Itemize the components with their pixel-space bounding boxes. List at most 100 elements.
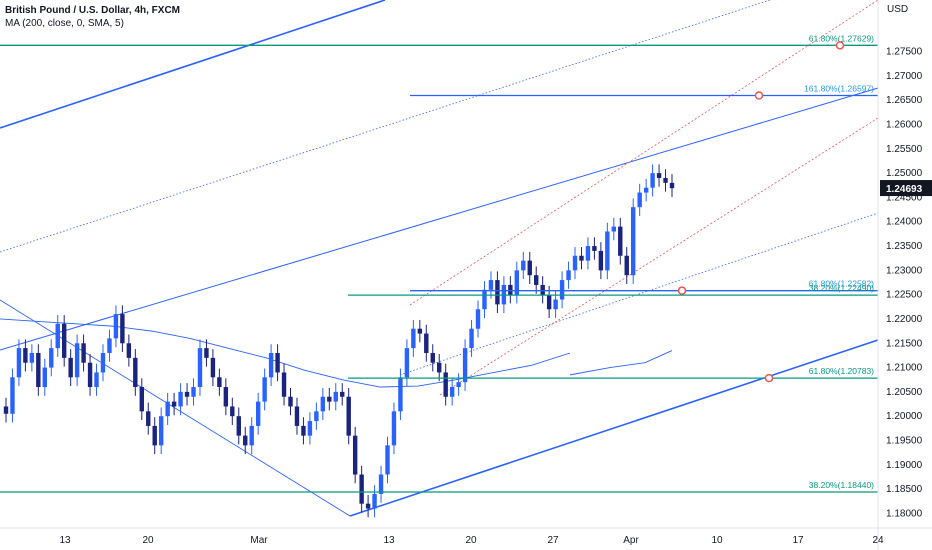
candle-body: [404, 348, 410, 378]
candle-body: [527, 260, 532, 276]
price-tick-label: 1.23500: [886, 241, 923, 252]
candle-body: [314, 411, 319, 422]
candle-body: [36, 352, 41, 388]
candle-body: [74, 343, 80, 378]
candle-body: [217, 377, 222, 388]
candle-body: [126, 343, 132, 358]
candle-body: [624, 255, 629, 276]
fib-level-label: 61.80%(1.20783): [809, 366, 874, 376]
candle-body: [443, 372, 448, 397]
candle-body: [262, 377, 267, 402]
candle-body: [158, 416, 164, 446]
price-tick-label: 1.21500: [886, 338, 923, 349]
price-tick-label: 1.27000: [886, 71, 923, 82]
price-tick-label: 1.20500: [886, 387, 923, 398]
candle-body: [249, 425, 254, 446]
time-tick-label: Mar: [250, 535, 268, 546]
price-tick-label: 1.22500: [886, 290, 923, 301]
candle-body: [327, 396, 332, 402]
price-tick-label: 1.20000: [886, 411, 923, 422]
candle-body: [592, 246, 597, 251]
candle-body: [236, 416, 241, 436]
candle-body: [424, 333, 429, 353]
price-tick-label: 1.25000: [886, 168, 923, 179]
candle-body: [598, 250, 604, 271]
target-circle: [764, 373, 774, 383]
red-channel-lower: [439, 117, 879, 396]
time-tick-label: 20: [142, 535, 154, 546]
drawing-layer: [0, 0, 879, 517]
target-circle: [754, 91, 764, 100]
candle-body: [320, 396, 326, 412]
candle-body: [184, 391, 190, 397]
candle-body: [288, 396, 293, 407]
fib-level-label: 38.20%(1.22490): [809, 283, 874, 293]
fib-level-label: 61.80%(1.22582): [809, 279, 874, 289]
price-tick-label: 1.19000: [886, 460, 923, 471]
candle-body: [546, 294, 552, 310]
candle-body: [197, 348, 203, 388]
fib-level-label: 61.80%(1.27629): [809, 33, 874, 43]
candle-body: [301, 425, 306, 436]
candle-body: [346, 396, 351, 436]
candle-body: [559, 280, 565, 300]
price-tick-label: 1.19500: [886, 435, 923, 446]
candle-body: [508, 284, 513, 295]
candle-body: [243, 435, 248, 446]
candle-body: [521, 260, 526, 271]
candle-body: [133, 357, 138, 388]
candle-body: [49, 348, 54, 368]
fib-level-label: 38.20%(1.18440): [809, 480, 874, 490]
fib-level-label: 161.80%(1.26597): [804, 83, 874, 93]
candle-body: [618, 226, 623, 256]
candle-body: [365, 503, 371, 509]
candle-body: [230, 406, 235, 417]
candle-body: [643, 187, 649, 193]
candle-body: [68, 357, 73, 378]
price-tick-label: 1.24500: [886, 192, 923, 203]
candle-body: [359, 474, 364, 504]
candle-body: [307, 421, 313, 436]
candle-body: [352, 435, 358, 475]
candle-body: [204, 348, 209, 358]
candle-body: [275, 352, 280, 373]
ma-200-line-recent: [569, 350, 673, 376]
candle-body: [29, 352, 35, 363]
candle-body: [113, 314, 119, 339]
price-tick-label: 1.26500: [886, 95, 923, 106]
candle-body: [437, 362, 442, 373]
current-price-badge: [880, 180, 932, 197]
candle-body: [572, 255, 578, 271]
candle-body: [391, 411, 397, 446]
median-trend-line: [0, 87, 879, 351]
legend-symbol: British Pound / U.S. Dollar, 4h, FXCM: [5, 5, 181, 16]
candle-body: [94, 372, 99, 388]
candle-body: [107, 338, 112, 353]
price-tick-label: 1.27500: [886, 47, 923, 58]
candle-body: [566, 270, 571, 281]
candle-body: [398, 377, 403, 412]
price-tick-label: 1.21000: [886, 363, 923, 374]
candle-body: [223, 387, 229, 407]
price-tick-label: 1.23000: [886, 265, 923, 276]
candle-body: [456, 382, 461, 388]
price-tick-label: 1.22000: [886, 314, 923, 325]
price-tick-label: 1.18000: [886, 508, 923, 519]
candle-body: [611, 226, 617, 232]
candle-body: [268, 352, 274, 378]
candle-body: [23, 348, 28, 363]
candle-body: [495, 280, 500, 305]
candle-body: [631, 207, 636, 276]
candle-body: [488, 280, 494, 290]
candle-body: [3, 406, 9, 414]
candle-body: [417, 328, 423, 334]
target-circle: [835, 41, 845, 50]
candle-body: [656, 173, 662, 178]
candle-body: [462, 348, 468, 383]
candle-body: [579, 255, 584, 261]
candle-body: [540, 284, 545, 295]
ma-200-line: [0, 318, 571, 388]
candle-body: [178, 391, 183, 407]
candle-body: [482, 289, 487, 310]
